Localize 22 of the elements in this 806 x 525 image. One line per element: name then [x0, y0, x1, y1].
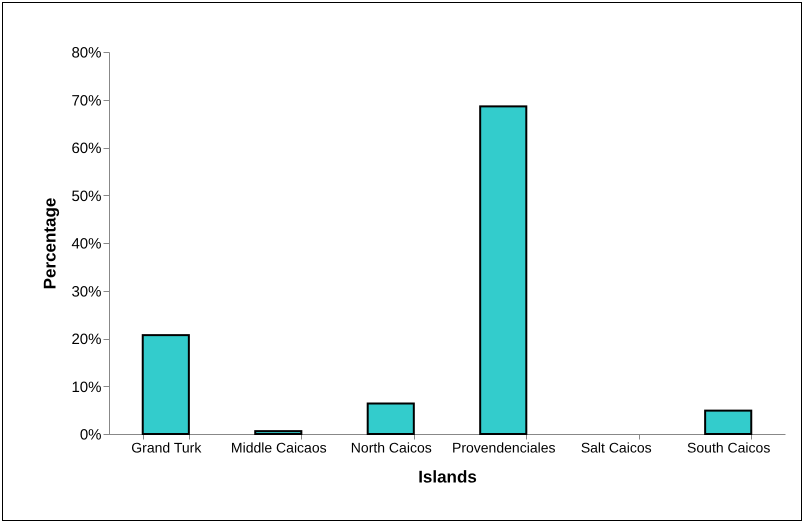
- x-axis-title: Islands: [418, 468, 477, 486]
- bar: [704, 410, 752, 435]
- x-tick-label: South Caicos: [687, 440, 770, 456]
- y-tick-label: 70%: [71, 92, 102, 110]
- bar: [254, 430, 302, 435]
- y-tick-label: 10%: [71, 378, 102, 396]
- x-tick-label: North Caicos: [350, 440, 432, 456]
- x-tick-label: Grand Turk: [131, 440, 202, 456]
- y-axis-title: Percentage: [40, 198, 60, 290]
- bar: [142, 334, 190, 435]
- y-tick-label: 60%: [71, 140, 102, 157]
- bar: [479, 105, 528, 435]
- bar: [366, 402, 415, 435]
- x-tick-label: Middle Caicaos: [230, 440, 327, 456]
- y-tick-label: 50%: [71, 188, 102, 205]
- y-tick-label: 80%: [71, 44, 102, 62]
- y-tick-label: 0%: [80, 426, 102, 444]
- y-tick-label: 40%: [71, 236, 102, 252]
- y-tick-label: 30%: [71, 283, 102, 300]
- x-tick-label: Salt Caicos: [580, 440, 652, 456]
- y-tick-label: 20%: [71, 331, 102, 348]
- x-tick-label: Provendenciales: [452, 440, 556, 456]
